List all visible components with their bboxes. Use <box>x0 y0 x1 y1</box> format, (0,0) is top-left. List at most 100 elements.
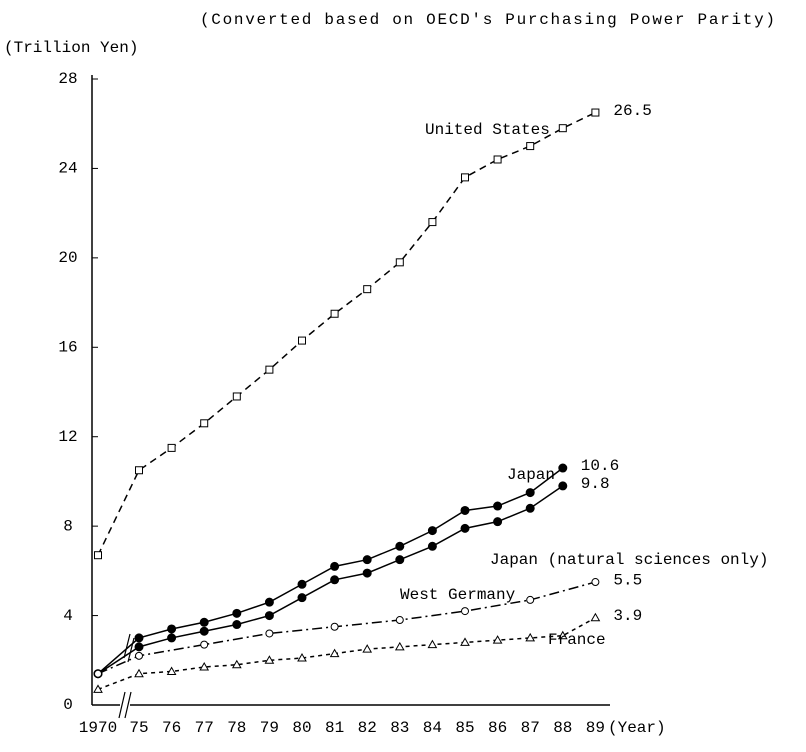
marker <box>591 108 600 117</box>
y-tick-label: 20 <box>58 249 77 267</box>
marker <box>93 684 103 693</box>
x-tick-label: 88 <box>553 719 572 737</box>
marker <box>94 669 102 678</box>
series-line <box>97 467 564 675</box>
data-label: 26.5 <box>613 102 651 120</box>
series-name: West Germany <box>400 586 516 604</box>
series-name: Japan (natural sciences only) <box>490 551 768 569</box>
marker <box>297 653 307 662</box>
marker <box>362 555 372 565</box>
y-tick-label: 4 <box>63 607 73 625</box>
x-tick-label: 86 <box>488 719 507 737</box>
marker <box>460 637 470 646</box>
y-tick-label: 0 <box>63 696 73 714</box>
series-line <box>97 111 596 556</box>
marker <box>135 466 143 475</box>
data-label: 9.8 <box>581 475 610 493</box>
series-line <box>97 617 596 691</box>
line-break <box>123 633 135 663</box>
x-tick-label: 81 <box>325 719 344 737</box>
x-tick-label: 80 <box>292 719 311 737</box>
marker <box>394 641 405 651</box>
marker <box>94 551 102 560</box>
marker <box>297 579 307 589</box>
marker <box>427 526 437 536</box>
marker <box>298 336 306 345</box>
x-tick-label: 79 <box>260 719 279 737</box>
marker <box>427 639 438 649</box>
marker <box>428 218 437 227</box>
marker <box>558 481 568 491</box>
marker <box>525 632 536 642</box>
x-tick-label: 77 <box>195 719 214 737</box>
x-tick-label: 75 <box>129 719 148 737</box>
marker <box>525 503 535 513</box>
marker <box>461 607 469 616</box>
marker <box>232 620 242 630</box>
marker <box>526 142 535 151</box>
x-axis-label: (Year) <box>608 719 666 737</box>
marker <box>591 578 600 587</box>
marker <box>460 523 470 533</box>
data-label: 5.5 <box>613 571 642 589</box>
marker <box>166 666 177 675</box>
series-name: United States <box>425 121 550 139</box>
y-tick-label: 16 <box>58 339 77 357</box>
marker <box>395 258 404 267</box>
axis-break <box>118 691 132 719</box>
chart-subtitle: (Converted based on OECD's Purchasing Po… <box>200 11 775 29</box>
marker <box>135 651 143 660</box>
x-tick-label: 89 <box>586 719 605 737</box>
y-axis-label: (Trillion Yen) <box>4 39 138 57</box>
marker <box>493 517 503 527</box>
x-tick-label: 87 <box>521 719 540 737</box>
marker <box>167 443 176 452</box>
marker <box>329 648 340 658</box>
x-tick-label: 78 <box>227 719 246 737</box>
marker <box>330 309 339 318</box>
marker <box>363 285 372 294</box>
marker <box>493 155 502 164</box>
marker <box>231 659 242 669</box>
x-tick-label: 76 <box>162 719 181 737</box>
data-label: 3.9 <box>613 607 642 625</box>
marker <box>558 463 568 473</box>
y-tick-label: 24 <box>58 160 77 178</box>
marker <box>232 608 242 618</box>
marker <box>492 635 503 644</box>
marker <box>264 655 275 664</box>
marker <box>526 595 535 604</box>
marker <box>558 124 567 133</box>
marker <box>167 633 177 643</box>
marker <box>265 365 274 374</box>
x-tick-label: 85 <box>455 719 474 737</box>
marker <box>199 661 210 671</box>
marker <box>199 617 209 627</box>
x-tick-label: 82 <box>358 719 377 737</box>
marker <box>395 555 405 565</box>
marker <box>590 612 601 622</box>
series-name: France <box>548 631 606 649</box>
marker <box>427 541 437 551</box>
marker <box>134 668 144 678</box>
marker <box>461 173 469 182</box>
marker <box>395 616 404 625</box>
marker <box>200 419 209 428</box>
marker <box>264 597 274 607</box>
marker <box>525 488 535 498</box>
marker <box>297 593 307 603</box>
x-tick-label: 83 <box>390 719 409 737</box>
marker <box>493 501 503 511</box>
marker <box>167 624 177 634</box>
marker <box>134 642 144 652</box>
marker <box>460 505 470 515</box>
y-tick-label: 12 <box>58 428 77 446</box>
axis-break-gap <box>120 690 130 720</box>
marker <box>134 633 144 643</box>
marker <box>330 561 340 571</box>
y-tick-label: 8 <box>63 517 73 535</box>
marker <box>557 630 568 640</box>
marker <box>232 392 241 401</box>
x-tick-label: 1970 <box>79 719 117 737</box>
